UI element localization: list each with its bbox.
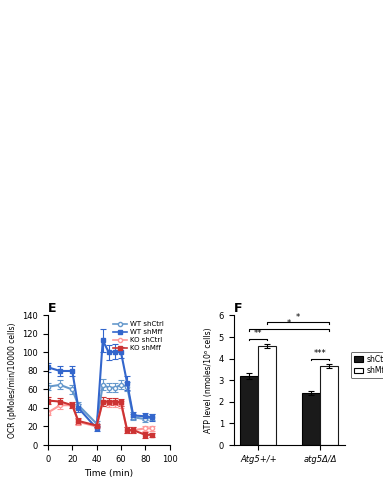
Text: **: ** (254, 329, 263, 338)
Legend: WT shCtrl, WT shMff, KO shCtrl, KO shMff: WT shCtrl, WT shMff, KO shCtrl, KO shMff (111, 319, 166, 354)
Text: E: E (48, 302, 56, 316)
Bar (258, 346, 277, 445)
Text: *: * (296, 313, 300, 322)
Text: F: F (234, 302, 242, 316)
Y-axis label: OCR (pMoles/min/10000 cells): OCR (pMoles/min/10000 cells) (8, 322, 17, 438)
X-axis label: Time (min): Time (min) (84, 470, 133, 478)
Bar (302, 393, 320, 445)
Legend: shCtrl, shMff: shCtrl, shMff (351, 352, 383, 378)
Bar (320, 366, 338, 445)
Bar (240, 376, 258, 445)
Text: *: * (287, 320, 291, 328)
Y-axis label: ATP level (nmoles/10⁶ cells): ATP level (nmoles/10⁶ cells) (204, 328, 213, 433)
Text: ***: *** (314, 349, 327, 358)
